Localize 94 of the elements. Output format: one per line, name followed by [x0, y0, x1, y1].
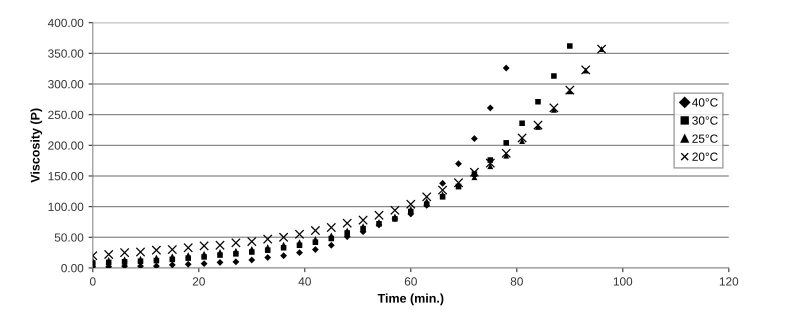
point	[312, 246, 319, 253]
point	[501, 148, 511, 158]
point	[533, 120, 543, 130]
point	[406, 199, 416, 209]
point	[580, 65, 590, 75]
point	[535, 99, 541, 105]
point	[153, 254, 160, 260]
point	[232, 258, 240, 266]
x-tick-label: 100	[614, 277, 632, 286]
point	[201, 250, 208, 257]
x-tick-label: 120	[720, 277, 738, 286]
point	[215, 240, 225, 250]
point	[247, 236, 257, 246]
point	[168, 261, 176, 268]
point	[440, 191, 446, 198]
y-axis-title: Viscosity (P)	[30, 108, 42, 183]
point	[439, 180, 446, 187]
point	[280, 252, 287, 260]
point	[122, 256, 128, 262]
point	[565, 85, 575, 95]
point	[183, 242, 193, 253]
x-tick-label: 40	[298, 277, 311, 286]
point	[153, 262, 160, 268]
y-tick-label: 350.00	[48, 49, 84, 58]
point	[248, 256, 256, 264]
point	[374, 210, 384, 220]
point	[231, 238, 241, 248]
point	[455, 160, 462, 168]
point	[454, 178, 464, 188]
y-tick-label: 250.00	[48, 110, 84, 120]
point	[519, 120, 525, 126]
point	[551, 73, 557, 79]
point	[503, 140, 509, 146]
point	[262, 234, 272, 244]
point	[328, 242, 335, 249]
point	[106, 257, 112, 263]
legend-label: 20°C	[692, 152, 718, 161]
point	[360, 223, 366, 230]
point	[280, 242, 287, 248]
point	[104, 250, 114, 260]
point	[471, 135, 478, 142]
x-tick-label: 80	[510, 277, 523, 286]
point	[264, 244, 271, 250]
point	[296, 249, 303, 256]
point	[328, 232, 334, 238]
y-tick-label: 400.00	[48, 18, 84, 28]
point	[486, 158, 496, 168]
point	[549, 103, 559, 113]
point	[217, 249, 223, 255]
y-tick-label: 0.00	[61, 264, 84, 272]
point	[310, 226, 320, 236]
x-axis-title: Time (min.)	[378, 294, 444, 306]
point	[248, 246, 255, 252]
point	[358, 215, 368, 225]
point	[184, 260, 192, 268]
x-tick-label: 20	[192, 277, 205, 286]
y-tick-label: 100.00	[48, 202, 84, 212]
point	[326, 222, 336, 232]
point	[344, 228, 350, 234]
point	[185, 252, 192, 258]
point	[567, 43, 573, 49]
point	[152, 245, 162, 255]
point	[120, 248, 130, 258]
y-tick-label: 150.00	[48, 172, 84, 180]
y-tick-label: 300.00	[48, 80, 84, 88]
point	[232, 248, 239, 254]
point	[200, 260, 208, 268]
point	[470, 168, 480, 178]
point	[438, 185, 448, 195]
point	[264, 254, 272, 261]
point	[517, 133, 527, 143]
point	[502, 64, 510, 72]
point	[424, 198, 430, 204]
y-tick-label: 50.00	[54, 233, 84, 242]
y-tick-label: 200.00	[48, 141, 84, 150]
point	[278, 232, 288, 242]
x-tick-label: 60	[404, 277, 417, 286]
point	[216, 259, 224, 266]
legend-label: 40°C	[692, 98, 718, 107]
point	[199, 241, 209, 251]
point	[390, 206, 400, 216]
point	[294, 229, 304, 240]
point	[408, 206, 414, 212]
point	[422, 192, 432, 202]
point	[168, 244, 178, 254]
x-tick-label: 0	[90, 277, 96, 286]
legend-label: 25°C	[692, 134, 718, 143]
legend-label: 30°C	[692, 116, 718, 125]
point	[486, 104, 494, 112]
point	[136, 247, 146, 257]
point	[296, 239, 302, 246]
point	[312, 236, 318, 242]
point	[137, 262, 144, 268]
point	[342, 218, 352, 228]
